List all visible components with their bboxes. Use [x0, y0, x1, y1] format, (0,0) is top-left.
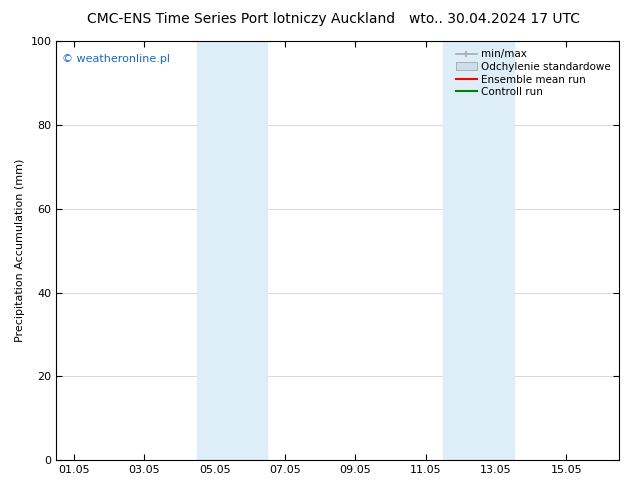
Text: wto.. 30.04.2024 17 UTC: wto.. 30.04.2024 17 UTC: [409, 12, 580, 26]
Bar: [443, 41, 514, 460]
Y-axis label: Precipitation Accumulation (mm): Precipitation Accumulation (mm): [15, 159, 25, 343]
Text: CMC-ENS Time Series Port lotniczy Auckland: CMC-ENS Time Series Port lotniczy Auckla…: [87, 12, 395, 26]
Text: © weatheronline.pl: © weatheronline.pl: [62, 53, 170, 64]
Bar: [197, 41, 268, 460]
Legend: min/max, Odchylenie standardowe, Ensemble mean run, Controll run: min/max, Odchylenie standardowe, Ensembl…: [453, 46, 614, 100]
